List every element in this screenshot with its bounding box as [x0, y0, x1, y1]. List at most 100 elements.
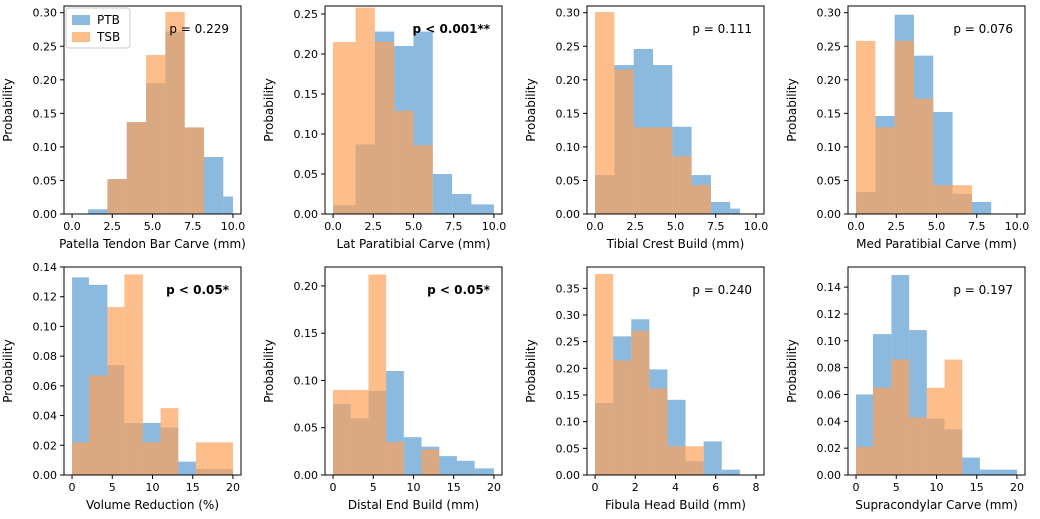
bar-tsb-8-6 [944, 359, 963, 475]
x-tick-label: 15 [970, 481, 984, 494]
y-tick-label: 0.30 [556, 309, 581, 322]
y-tick-label: 0.10 [817, 335, 842, 348]
x-axis-label: Fibula Head Build (mm) [605, 498, 746, 512]
bar-ptb-6-8 [456, 460, 475, 475]
bar-tsb-3-4 [652, 127, 673, 214]
x-tick-label: 2.5 [365, 220, 383, 233]
bar-tsb-5-3 [107, 307, 125, 475]
y-tick-label: 0.15 [556, 107, 581, 120]
y-tick-label: 0.00 [556, 208, 581, 221]
bar-tsb-6-4 [386, 441, 404, 475]
bar-tsb-1-2 [107, 179, 127, 214]
p-value-annotation: p < 0.05* [427, 283, 491, 297]
y-axis-label: Probability [1, 339, 15, 402]
y-tick-label: 0.00 [33, 469, 58, 482]
bar-tsb-7-5 [667, 446, 686, 475]
x-tick-label: 0.0 [586, 220, 604, 233]
y-tick-label: 0.05 [556, 442, 581, 455]
bar-ptb-6-5 [403, 437, 422, 475]
x-tick-label: 10 [407, 481, 421, 494]
bar-ptb-8-8 [979, 469, 1017, 475]
bar-tsb-8-1 [856, 446, 873, 475]
x-tick-label: 15 [447, 481, 461, 494]
x-tick-label: 0 [853, 481, 860, 494]
y-axis-label: Probability [262, 339, 276, 402]
bar-ptb-5-1 [72, 277, 89, 475]
x-tick-label: 5 [109, 481, 116, 494]
y-tick-label: 0.00 [294, 208, 319, 221]
bar-tsb-7-6 [685, 446, 704, 475]
bar-tsb-8-3 [891, 359, 910, 475]
x-tick-label: 0 [330, 481, 337, 494]
x-tick-label: 4 [672, 481, 679, 494]
y-tick-label: 0.20 [817, 74, 842, 87]
y-tick-label: 0.25 [294, 8, 319, 21]
x-tick-label: 10.0 [1005, 220, 1030, 233]
x-tick-label: 2.5 [627, 220, 645, 233]
x-tick-label: 10 [930, 481, 944, 494]
x-tick-label: 7.5 [445, 220, 463, 233]
bar-tsb-4-2 [875, 127, 895, 214]
p-value-annotation: p < 0.001** [412, 22, 490, 36]
x-tick-label: 5 [893, 481, 900, 494]
x-tick-label: 6 [712, 481, 719, 494]
y-axis-label: Probability [785, 339, 799, 402]
x-tick-label: 0 [69, 481, 76, 494]
bar-tsb-7-3 [631, 331, 650, 475]
x-tick-label: 10 [146, 481, 160, 494]
legend-swatch-tsb [72, 32, 90, 42]
legend: PTB TSB [65, 7, 131, 49]
y-tick-label: 0.15 [817, 107, 842, 120]
x-tick-label: 5 [370, 481, 377, 494]
bar-ptb-7-8 [721, 469, 740, 475]
p-value-annotation: p = 0.076 [953, 22, 1013, 36]
x-axis-label: Volume Reduction (%) [86, 498, 219, 512]
y-tick-label: 0.05 [33, 174, 58, 187]
y-tick-label: 0.30 [33, 7, 58, 20]
bar-tsb-1-5 [165, 12, 185, 215]
chart-panel-2: 0.0 2.5 5.0 7.5 10.0 0.00 0.05 0.10 0.15 0.20 0.25… [262, 5, 506, 251]
y-tick-label: 0.10 [33, 320, 58, 333]
bar-tsb-8-2 [872, 387, 892, 475]
y-tick-label: 0.08 [33, 350, 58, 363]
x-tick-label: 20 [226, 481, 240, 494]
x-tick-label: 2.5 [104, 220, 122, 233]
y-tick-label: 0.10 [556, 416, 581, 429]
y-axis-label: Probability [785, 78, 799, 141]
bar-tsb-4-5 [933, 185, 953, 214]
bar-tsb-7-2 [613, 360, 632, 475]
bar-tsb-6-3 [368, 274, 387, 475]
y-tick-label: 0.25 [33, 40, 58, 53]
x-tick-label: 0.0 [324, 220, 342, 233]
x-tick-label: 2.5 [888, 220, 906, 233]
x-tick-label: 5.0 [928, 220, 946, 233]
bar-tsb-1-3 [126, 122, 147, 214]
y-tick-label: 0.05 [294, 422, 319, 435]
chart-panel-4: 0.0 2.5 5.0 7.5 10.0 0.00 0.05 0.10 0.15 0.20 0.25… [785, 5, 1030, 251]
y-tick-label: 0.00 [817, 208, 842, 221]
x-tick-label: 7.5 [707, 220, 725, 233]
y-tick-label: 0.00 [33, 208, 58, 221]
y-tick-label: 0.14 [817, 281, 842, 294]
y-tick-label: 0.35 [556, 282, 581, 295]
y-tick-label: 0.10 [294, 374, 319, 387]
y-tick-label: 0.10 [817, 141, 842, 154]
p-value-annotation: p = 0.197 [953, 283, 1013, 297]
y-tick-label: 0.00 [817, 469, 842, 482]
y-tick-label: 0.12 [33, 291, 58, 304]
legend-label-tsb: TSB [96, 30, 120, 44]
bar-tsb-2-5 [413, 145, 433, 214]
y-tick-label: 0.05 [817, 174, 842, 187]
y-tick-label: 0.25 [556, 40, 581, 53]
bar-tsb-3-2 [614, 69, 634, 215]
bar-ptb-5-7 [178, 461, 196, 475]
y-tick-label: 0.10 [556, 141, 581, 154]
x-tick-label: 15 [186, 481, 200, 494]
x-axis-label: Tibial Crest Build (mm) [606, 237, 745, 251]
y-axis-label: Probability [524, 339, 538, 402]
y-axis-label: Probability [1, 78, 15, 141]
bar-tsb-2-2 [355, 7, 375, 214]
bar-ptb-3-8 [730, 208, 740, 214]
bar-tsb-3-3 [633, 127, 653, 214]
